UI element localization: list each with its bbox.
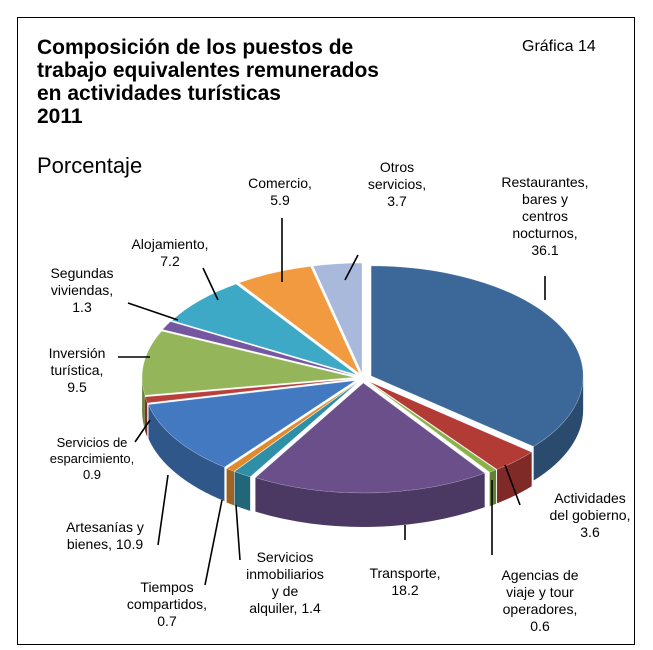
slice-label-line: 1.3	[72, 299, 92, 315]
slice	[171, 283, 357, 375]
slice-label-line: turística,	[51, 362, 104, 378]
slice-label-line: 5.9	[270, 192, 290, 208]
title-line-2: trabajo equivalentes remunerados	[37, 59, 379, 82]
slice-label: Inversión turística, 9.5	[49, 345, 106, 395]
leader-line	[134, 419, 151, 443]
slice-label-line: Servicios	[257, 549, 314, 565]
slice-label-line: 3.7	[387, 193, 407, 209]
leader-line	[202, 267, 219, 301]
pie-slices	[141, 262, 584, 494]
slice-label-line: bares y	[522, 191, 568, 207]
slice-label: Alojamiento, 7.2	[131, 236, 208, 269]
title-line-3: en actividades turísticas	[37, 82, 281, 105]
slice	[370, 265, 584, 447]
slice-label-line: 0.7	[157, 613, 177, 629]
slice-label: Transporte, 18.2	[369, 565, 440, 598]
slice	[369, 381, 533, 470]
slice-label-line: 9.5	[67, 379, 87, 395]
slice-label-line: servicios,	[368, 176, 426, 192]
slice-label-line: inmobiliarios	[246, 566, 324, 582]
slice-label-line: Artesanías y	[66, 519, 144, 535]
slice-label: Comercio, 5.9	[248, 175, 312, 208]
slice-side	[489, 469, 497, 507]
leader-line	[504, 464, 521, 506]
chart-subtitle: Porcentaje	[37, 153, 143, 178]
slice-label-line: Restaurantes,	[501, 174, 588, 190]
slice-label-line: Transporte,	[369, 565, 440, 581]
pie-sides	[142, 375, 584, 527]
slice-label: Restaurantes, bares y centros nocturnos, 36.…	[501, 174, 588, 258]
title-line-1: Composición de los puestos de	[37, 36, 354, 59]
slice-side	[148, 404, 225, 502]
leader-line	[127, 302, 179, 321]
slice-label-line: centros	[522, 208, 568, 224]
slice-label: Otros servicios, 3.7	[368, 159, 426, 209]
slice-label-line: Alojamiento,	[131, 236, 208, 252]
leader-line	[157, 474, 169, 546]
slice-label-line: 0.9	[83, 467, 101, 482]
slice-label-line: Agencias de	[501, 567, 578, 583]
slice	[368, 381, 497, 473]
slice-label-line: y de	[272, 583, 299, 599]
slice-side	[142, 377, 145, 430]
slice-label: Servicios de esparcimiento, 0.9	[50, 435, 135, 482]
slice-label-line: compartidos,	[127, 596, 207, 612]
slice-side	[533, 375, 584, 481]
slice-label-line: 18.2	[391, 582, 418, 598]
slice-label-line: esparcimiento,	[50, 451, 135, 466]
slice-label-line: Segundas	[50, 265, 113, 281]
slice-label-line: operadores,	[503, 601, 578, 617]
leader-lines	[118, 218, 546, 586]
slice	[312, 262, 363, 374]
slice-label: Tiempos compartidos, 0.7	[127, 579, 207, 629]
leader-line	[235, 504, 241, 561]
slice-label-line: viviendas,	[51, 282, 113, 298]
slice-side	[234, 471, 251, 511]
slice-label-line: Comercio,	[248, 175, 312, 191]
slice-label-line: 36.1	[531, 242, 558, 258]
slice-side	[255, 473, 485, 527]
slice-label-line: viaje y tour	[506, 584, 574, 600]
slice-side	[226, 468, 235, 506]
slice	[144, 378, 355, 404]
slice	[233, 381, 359, 478]
slice	[225, 381, 358, 472]
slice	[141, 330, 355, 396]
chart-title: Composición de los puestos de trabajo eq…	[37, 36, 497, 128]
slice-label-line: Inversión	[49, 345, 106, 361]
slice-label-line: nocturnos,	[512, 225, 577, 241]
slice	[254, 382, 486, 494]
slice-label-line: del gobierno,	[550, 507, 631, 523]
leader-line	[204, 499, 223, 586]
slice-label-line: bienes, 10.9	[67, 536, 143, 552]
slice-label-line: 3.6	[580, 524, 600, 540]
slice-label: Servicios inmobiliarios y de alquiler, 1.4	[246, 549, 324, 616]
slice-labels: Restaurantes, bares y centros nocturnos, 36.…	[49, 159, 631, 634]
slice-label: Segundas viviendas, 1.3	[50, 265, 113, 315]
slice-label: Agencias de viaje y tour operadores, 0.6	[501, 567, 578, 634]
leader-line	[344, 254, 359, 281]
title-line-4: 2011	[37, 105, 83, 128]
slice	[162, 321, 356, 377]
chart-number: Gráfica 14	[522, 38, 596, 55]
slice-label: Artesanías y bienes, 10.9	[66, 519, 144, 552]
slice	[238, 266, 360, 374]
slice-label-line: 0.6	[530, 618, 550, 634]
chart-frame	[17, 17, 635, 645]
slice	[148, 380, 356, 468]
slice-label: Actividades del gobierno, 3.6	[550, 490, 631, 540]
slice-label-line: alquiler, 1.4	[249, 600, 321, 616]
slice-side	[497, 452, 532, 504]
slice-label-line: Otros	[380, 159, 414, 175]
slice-label-line: Tiempos	[140, 579, 193, 595]
slice-label-line: Servicios de	[57, 435, 128, 450]
slice-label-line: Actividades	[554, 490, 626, 506]
slice-label-line: 7.2	[160, 253, 180, 269]
